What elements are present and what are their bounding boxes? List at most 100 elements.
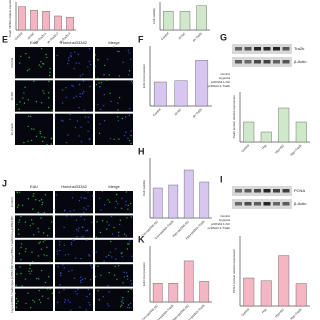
x-tick-label: sh-NC: [173, 107, 182, 116]
nucleus: [100, 82, 103, 84]
nucleus: [116, 193, 118, 196]
nucleus: [15, 306, 18, 309]
nucleus: [89, 85, 91, 88]
nucleus: [127, 290, 129, 293]
micrograph: [55, 215, 93, 238]
nucleus: [117, 109, 119, 111]
nucleus: [77, 53, 80, 56]
nucleus: [37, 278, 40, 280]
nucleus: [98, 82, 100, 84]
nucleus: [30, 219, 33, 221]
nucleus: [65, 141, 68, 144]
nucleus: [14, 75, 16, 77]
nucleus: [20, 215, 22, 218]
nucleus: [75, 95, 78, 97]
nucleus: [127, 243, 129, 245]
nucleus: [128, 243, 130, 245]
bar: [152, 283, 163, 303]
nucleus: [22, 97, 24, 99]
nucleus: [67, 134, 69, 136]
nucleus: [70, 242, 73, 244]
bar: [168, 283, 179, 303]
nucleus: [73, 97, 75, 99]
micrograph: [15, 191, 53, 214]
nucleus: [94, 65, 96, 68]
band-label: PCNA: [294, 188, 305, 193]
nucleus: [58, 244, 61, 246]
band: [244, 202, 252, 206]
nucleus: [68, 59, 70, 61]
nucleus: [27, 140, 29, 143]
nucleus: [76, 236, 78, 238]
nucleus: [130, 80, 133, 82]
nucleus: [126, 217, 128, 219]
micrograph: [95, 215, 133, 238]
nucleus: [83, 212, 85, 214]
nucleus: [60, 119, 63, 122]
nucleus: [71, 196, 74, 199]
condition-label: pcDNA3.1-NC: [211, 80, 231, 84]
nucleus: [56, 250, 58, 253]
nucleus: [16, 103, 18, 106]
nucleus: [130, 58, 132, 61]
nucleus: [38, 242, 40, 245]
nucleus: [87, 229, 89, 231]
nucleus: [126, 278, 129, 280]
nucleus: [127, 137, 129, 140]
nucleus: [38, 231, 40, 233]
x-tick-label: sh-Tra2b: [192, 107, 203, 118]
nucleus: [52, 109, 54, 111]
nucleus: [38, 299, 41, 301]
nucleus: [109, 240, 112, 243]
nucleus: [18, 221, 20, 223]
nucleus: [68, 57, 70, 59]
nucleus: [113, 226, 115, 229]
nucleus: [111, 233, 114, 235]
nucleus: [27, 292, 29, 294]
band: [273, 189, 280, 193]
band-label: β-Actin: [294, 59, 307, 64]
nucleus: [27, 198, 30, 200]
nucleus: [65, 87, 67, 89]
nucleus: [72, 85, 75, 87]
nucleus: [85, 230, 87, 232]
band: [282, 202, 290, 206]
nucleus: [58, 291, 61, 294]
nucleus: [29, 264, 32, 266]
bar: [183, 169, 194, 219]
nucleus: [73, 239, 75, 241]
nucleus: [30, 139, 33, 142]
x-tick-label: Hyp+NC: [274, 143, 285, 154]
nucleus: [27, 99, 30, 101]
band: [244, 60, 252, 64]
nucleus: [83, 197, 85, 199]
nucleus: [77, 230, 80, 232]
nucleus: [79, 95, 81, 98]
nucleus: [15, 284, 17, 286]
nucleus: [132, 81, 134, 84]
nucleus: [82, 73, 84, 76]
nucleus: [41, 203, 43, 206]
nucleus: [67, 299, 70, 301]
nucleus: [18, 219, 21, 221]
nucleus: [20, 259, 22, 261]
micrograph: [15, 264, 53, 287]
nucleus: [69, 113, 71, 116]
nucleus: [129, 203, 132, 205]
nucleus: [35, 135, 38, 137]
nucleus: [69, 210, 71, 213]
nucleus: [79, 306, 81, 308]
nucleus: [121, 117, 124, 120]
nucleus: [58, 241, 61, 243]
nucleus: [48, 80, 50, 83]
nucleus: [118, 75, 120, 77]
nucleus: [128, 52, 130, 54]
nucleus: [49, 67, 51, 70]
nucleus: [123, 233, 126, 235]
nucleus: [19, 266, 21, 268]
nucleus: [114, 207, 117, 209]
nucleus: [37, 255, 40, 257]
nucleus: [17, 204, 20, 206]
x-tick-label: Hyp: [261, 307, 268, 314]
nucleus: [131, 283, 133, 285]
